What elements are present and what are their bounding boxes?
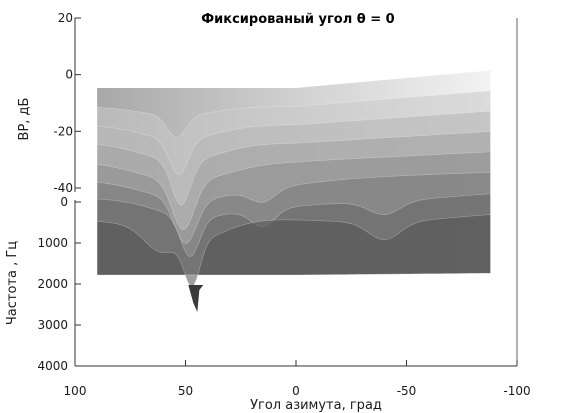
y-tick-label: 3000: [37, 318, 68, 332]
x-tick-label: 100: [64, 384, 87, 398]
y-tick-label: 1000: [37, 236, 68, 250]
z-tick-label: -20: [53, 124, 73, 138]
y-tick-label: 4000: [37, 359, 68, 373]
y-tick-label: 0: [60, 195, 68, 209]
x-tick-label: 50: [178, 384, 193, 398]
chart-title: Фиксированый угол θ = 0: [201, 12, 394, 27]
z-tick-label: 0: [65, 68, 73, 82]
axis-ticks: 100 50 0 -50 -100 0 1000 2000 3000 4000 20 0 -20 -40: [37, 11, 530, 398]
z-tick-label: 20: [58, 11, 73, 25]
z-axis-label: ВР, дБ: [17, 98, 32, 141]
x-axis-label: Угол азимута, град: [250, 398, 382, 413]
y-axis-label: Частота , Гц: [5, 241, 20, 325]
surface-layers: [96, 70, 491, 312]
x-tick-label: -50: [397, 384, 417, 398]
x-tick-label: 0: [292, 384, 300, 398]
y-tick-label: 2000: [37, 277, 68, 291]
x-tick-label: -100: [503, 384, 530, 398]
surface-notch-spike: [188, 285, 204, 312]
surface-slice: [96, 214, 491, 288]
z-tick-label: -40: [53, 181, 73, 195]
